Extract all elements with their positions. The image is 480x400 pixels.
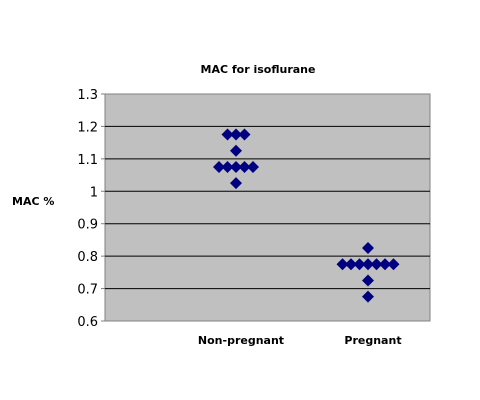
y-tick-label: 1 <box>90 185 98 200</box>
data-point <box>221 160 234 173</box>
data-point <box>387 258 400 271</box>
data-point <box>345 258 357 271</box>
data-point <box>362 290 374 303</box>
data-point <box>238 160 251 173</box>
data-point <box>230 128 242 141</box>
data-point <box>230 177 242 190</box>
data-point <box>336 258 349 271</box>
data-point <box>362 258 374 271</box>
data-point <box>353 258 366 271</box>
data-point <box>230 160 242 173</box>
y-tick-label: 1.2 <box>77 120 98 135</box>
data-point <box>247 160 259 173</box>
plot-area <box>104 93 431 322</box>
y-tick-label: 0.6 <box>77 315 98 330</box>
y-tick-label: 0.8 <box>77 250 98 265</box>
chart-title: MAC for isoflurane <box>201 63 316 76</box>
data-point <box>230 144 242 157</box>
x-category-label: Pregnant <box>344 334 401 347</box>
y-tick-label: 1.1 <box>77 153 98 168</box>
data-point <box>362 274 374 287</box>
data-point <box>370 258 383 271</box>
y-tick-label: 0.9 <box>77 218 98 233</box>
data-point <box>213 160 225 173</box>
data-point <box>362 242 374 255</box>
y-axis-label: MAC % <box>12 195 54 208</box>
y-tick-label: 0.7 <box>77 283 98 298</box>
x-category-label: Non-pregnant <box>198 334 284 347</box>
data-point <box>238 128 251 141</box>
data-point <box>379 258 391 271</box>
y-tick-label: 1.3 <box>77 88 98 103</box>
data-point <box>221 128 234 141</box>
